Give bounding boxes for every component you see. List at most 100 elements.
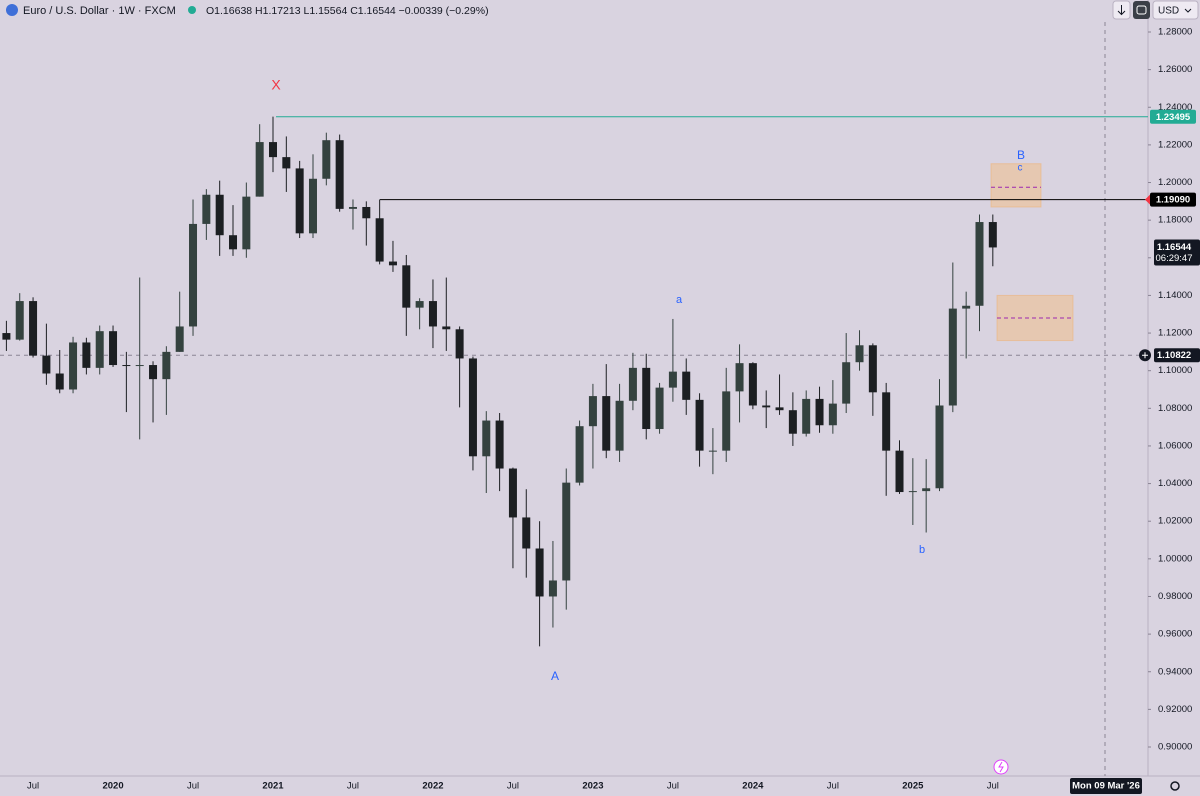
y-tick-label: 1.02000 — [1158, 516, 1192, 527]
candle-body — [748, 363, 757, 406]
candle-body — [775, 407, 784, 411]
last-price: 1.16544 — [1157, 242, 1192, 253]
y-tick-label: 0.94000 — [1158, 666, 1192, 677]
candle-body — [415, 301, 424, 308]
ohlc-values: O1.16638 H1.17213 L1.15564 C1.16544 −0.0… — [206, 5, 489, 17]
symbol-icon — [6, 4, 18, 16]
candle-body — [242, 196, 251, 250]
candle-body — [895, 450, 904, 493]
candle-body — [335, 140, 344, 209]
dropdown-icon — [1184, 8, 1192, 13]
wave-label: X — [271, 77, 281, 93]
candle-body — [189, 223, 198, 327]
crosshair-price: 1.10822 — [1157, 350, 1191, 361]
candle-body — [69, 342, 78, 390]
candle-body — [122, 365, 131, 367]
candle-body — [562, 482, 571, 581]
crosshair-date-box — [1070, 778, 1142, 794]
candle-body — [962, 305, 971, 309]
x-tick-label: Jul — [27, 781, 39, 792]
candle-body — [322, 140, 331, 179]
x-tick-label: Jul — [347, 781, 359, 792]
candle-body — [908, 491, 917, 493]
candle-body — [229, 235, 238, 250]
candle-body — [855, 345, 864, 363]
x-tick-label: Jul — [507, 781, 519, 792]
candle-body — [175, 326, 184, 352]
candle-body — [815, 398, 824, 426]
candle-body — [935, 405, 944, 489]
y-tick-label: 1.18000 — [1158, 215, 1192, 226]
candle-body — [508, 468, 517, 518]
candle-body — [735, 363, 744, 392]
candle-body — [29, 301, 38, 356]
candle-body — [308, 178, 317, 234]
y-tick-label: 1.28000 — [1158, 27, 1192, 38]
candle-body — [602, 396, 611, 451]
y-tick-label: 0.96000 — [1158, 629, 1192, 640]
market-status — [188, 6, 196, 14]
candle-body — [482, 420, 491, 457]
candle-body — [882, 392, 891, 451]
y-tick-label: 1.14000 — [1158, 290, 1192, 301]
candle-body — [2, 333, 11, 340]
y-tick-label: 0.90000 — [1158, 742, 1192, 753]
candle-body — [588, 396, 597, 427]
last-price-box — [1154, 239, 1200, 266]
candle-body — [868, 345, 877, 393]
candle-body — [348, 206, 357, 209]
candle-body — [615, 400, 624, 451]
y-tick-label: 1.20000 — [1158, 177, 1192, 188]
y-tick-label: 1.08000 — [1158, 403, 1192, 414]
candle-body — [948, 308, 957, 406]
wave-label: A — [551, 669, 559, 683]
x-tick-label: 2024 — [742, 781, 764, 792]
x-tick-label: 2020 — [102, 781, 123, 792]
y-tick-label: 1.24000 — [1158, 102, 1192, 113]
candle-body — [55, 373, 64, 390]
symbol-title: Euro / U.S. Dollar · 1W · FXCM — [23, 5, 176, 17]
candle-body — [362, 206, 371, 219]
candle-body — [149, 365, 158, 380]
x-tick-label: 2025 — [902, 781, 924, 792]
candle-body — [682, 371, 691, 400]
candle-body — [668, 371, 677, 388]
candle-body — [455, 329, 464, 359]
countdown: 06:29:47 — [1156, 253, 1193, 264]
x-tick-label: 2022 — [422, 781, 443, 792]
alert-arrow — [1145, 194, 1150, 205]
zone — [990, 163, 1042, 208]
candle-body — [802, 398, 811, 434]
y-tick-label: 1.06000 — [1158, 440, 1192, 451]
currency-button[interactable] — [1152, 0, 1199, 20]
wave-label: b — [919, 544, 925, 556]
candle-body — [655, 387, 664, 430]
crosshair-date: Mon 09 Mar '26 — [1072, 781, 1140, 792]
events-bolt — [998, 761, 1004, 773]
candle-body — [695, 399, 704, 451]
x-tick-label: 2021 — [262, 781, 284, 792]
settings-icon[interactable] — [1170, 781, 1180, 791]
crosshair-price-box — [1154, 348, 1200, 363]
x-tick-label: Jul — [187, 781, 199, 792]
candle-body — [788, 410, 797, 434]
currency: USD — [1158, 6, 1179, 17]
candle-body — [82, 342, 91, 368]
lock-button[interactable] — [1133, 1, 1150, 19]
candle-body — [215, 194, 224, 236]
y-tick-label: 1.10000 — [1158, 365, 1192, 376]
candle-body — [269, 142, 277, 158]
x-tick-label: Jul — [667, 781, 679, 792]
lock-icon — [1136, 5, 1147, 15]
candle-body — [468, 358, 477, 457]
y-tick-label: 1.26000 — [1158, 64, 1192, 75]
price-label: 1.23495 — [1156, 112, 1191, 123]
y-tick-label: 0.92000 — [1158, 704, 1192, 715]
candle-body — [162, 351, 171, 380]
y-tick-label: 1.04000 — [1158, 478, 1192, 489]
candle-body — [109, 331, 118, 366]
candle-body — [628, 367, 637, 401]
candle-body — [522, 517, 531, 549]
